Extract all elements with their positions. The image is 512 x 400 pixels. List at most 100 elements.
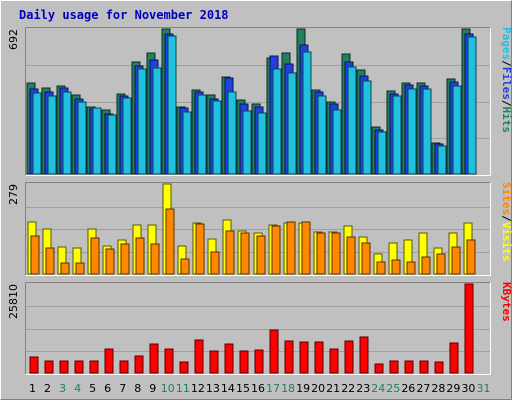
top-bar-pages-day-29 xyxy=(452,85,462,175)
bottom-bar-kbytes-day-18 xyxy=(284,340,294,374)
top-bar-pages-day-10 xyxy=(167,35,177,175)
middle-bar-sites-day-4 xyxy=(75,262,85,275)
x-tick-label-day-29: 29 xyxy=(446,382,460,395)
bottom-bar-kbytes-day-25 xyxy=(389,360,399,374)
top-bar-pages-day-27 xyxy=(422,88,432,175)
bottom-legend-entry: KBytes xyxy=(500,282,512,322)
bottom-bar-kbytes-day-13 xyxy=(209,350,219,374)
x-tick-label-day-30: 30 xyxy=(461,382,475,395)
middle-bar-sites-day-13 xyxy=(210,251,220,275)
x-tick-label-day-8: 8 xyxy=(134,382,141,395)
middle-bar-sites-day-5 xyxy=(90,237,100,275)
top-bar-pages-day-23 xyxy=(362,80,372,175)
bottom-bar-kbytes-day-21 xyxy=(329,348,339,374)
top-bar-pages-day-26 xyxy=(407,88,417,175)
top-bar-pages-day-28 xyxy=(437,145,447,175)
middle-max-label: 279 xyxy=(7,184,20,205)
x-tick-label-day-28: 28 xyxy=(431,382,445,395)
bottom-bar-kbytes-day-30 xyxy=(464,283,474,374)
middle-bar-sites-day-16 xyxy=(256,235,266,275)
bottom-max-label: 25810 xyxy=(7,284,20,319)
bottom-bar-kbytes-day-14 xyxy=(224,343,234,374)
middle-bar-sites-day-24 xyxy=(376,261,386,275)
top-bar-pages-day-15 xyxy=(242,110,252,175)
top-bar-pages-day-13 xyxy=(212,100,222,175)
x-tick-label-day-21: 21 xyxy=(326,382,340,395)
top-bar-pages-day-12 xyxy=(197,94,207,175)
top-bar-pages-day-7 xyxy=(122,97,132,175)
x-tick-label-day-12: 12 xyxy=(191,382,205,395)
middle-bar-sites-day-9 xyxy=(150,243,160,275)
top-bar-pages-day-8 xyxy=(137,68,147,175)
x-tick-label-day-16: 16 xyxy=(251,382,265,395)
top-bar-pages-day-11 xyxy=(182,111,192,175)
x-tick-label-day-6: 6 xyxy=(104,382,111,395)
middle-bar-sites-day-30 xyxy=(466,239,476,275)
bottom-bar-kbytes-day-7 xyxy=(119,360,129,374)
middle-legend-entry: / xyxy=(500,215,512,222)
bottom-bar-kbytes-day-29 xyxy=(449,342,459,374)
bottom-bar-kbytes-day-22 xyxy=(344,340,354,374)
top-bar-pages-day-16 xyxy=(257,112,267,175)
top-max-label: 692 xyxy=(7,29,20,50)
x-tick-label-day-5: 5 xyxy=(89,382,96,395)
x-tick-label-day-11: 11 xyxy=(176,382,190,395)
middle-bar-sites-day-23 xyxy=(361,242,371,275)
top-legend-entry: Pages xyxy=(500,27,512,60)
x-tick-label-day-9: 9 xyxy=(149,382,156,395)
bottom-bar-kbytes-day-8 xyxy=(134,355,144,374)
bottom-bar-kbytes-day-5 xyxy=(89,360,99,374)
middle-bar-sites-day-25 xyxy=(391,259,401,275)
top-bar-pages-day-17 xyxy=(272,68,282,175)
x-tick-label-day-14: 14 xyxy=(221,382,235,395)
top-bar-pages-day-3 xyxy=(62,91,72,175)
bottom-legend: KBytes xyxy=(500,282,512,322)
middle-bar-sites-day-21 xyxy=(331,232,341,275)
x-tick-label-day-10: 10 xyxy=(161,382,175,395)
top-bar-pages-day-24 xyxy=(377,131,387,175)
middle-bar-sites-day-7 xyxy=(120,243,130,275)
top-bar-pages-day-4 xyxy=(77,101,87,175)
bottom-bar-kbytes-day-6 xyxy=(104,348,114,374)
x-tick-label-day-7: 7 xyxy=(119,382,126,395)
x-tick-label-day-31: 31 xyxy=(476,382,490,395)
bottom-bar-kbytes-day-17 xyxy=(269,329,279,374)
middle-bar-sites-day-14 xyxy=(225,230,235,275)
x-tick-label-day-23: 23 xyxy=(356,382,370,395)
middle-bar-sites-day-1 xyxy=(30,235,40,275)
bottom-bar-kbytes-day-28 xyxy=(434,361,444,374)
bottom-bar-kbytes-day-15 xyxy=(239,350,249,374)
middle-legend-entry: Sites xyxy=(500,182,512,215)
x-tick-label-day-27: 27 xyxy=(416,382,430,395)
middle-bar-sites-day-17 xyxy=(271,225,281,275)
top-bar-pages-day-20 xyxy=(317,95,327,175)
bottom-bar-kbytes-day-23 xyxy=(359,336,369,374)
middle-bar-sites-day-20 xyxy=(316,232,326,275)
top-bar-pages-day-5 xyxy=(92,107,102,175)
top-bar-pages-day-30 xyxy=(467,36,477,175)
middle-bar-sites-day-18 xyxy=(286,221,296,275)
middle-bar-sites-day-22 xyxy=(346,236,356,275)
x-tick-label-day-15: 15 xyxy=(236,382,250,395)
middle-bar-sites-day-19 xyxy=(301,221,311,275)
bottom-bar-kbytes-day-20 xyxy=(314,341,324,374)
bottom-bar-kbytes-day-11 xyxy=(179,361,189,374)
top-bar-pages-day-9 xyxy=(152,67,162,175)
top-legend: Pages/Files/Hits xyxy=(500,27,512,133)
top-bar-pages-day-22 xyxy=(347,66,357,175)
bottom-bar-kbytes-day-12 xyxy=(194,339,204,374)
bottom-bar-kbytes-day-2 xyxy=(44,360,54,374)
bottom-bar-kbytes-day-3 xyxy=(59,360,69,374)
middle-bar-sites-day-3 xyxy=(60,262,70,275)
top-legend-entry: Hits xyxy=(500,107,512,134)
middle-legend-entry: Visits xyxy=(500,222,512,262)
top-legend-entry: / xyxy=(500,60,512,67)
x-tick-label-day-3: 3 xyxy=(59,382,66,395)
middle-bar-sites-day-11 xyxy=(180,258,190,275)
bottom-bar-kbytes-day-19 xyxy=(299,341,309,374)
x-tick-label-day-4: 4 xyxy=(74,382,81,395)
top-bar-pages-day-21 xyxy=(332,109,342,175)
middle-bar-sites-day-6 xyxy=(105,248,115,275)
